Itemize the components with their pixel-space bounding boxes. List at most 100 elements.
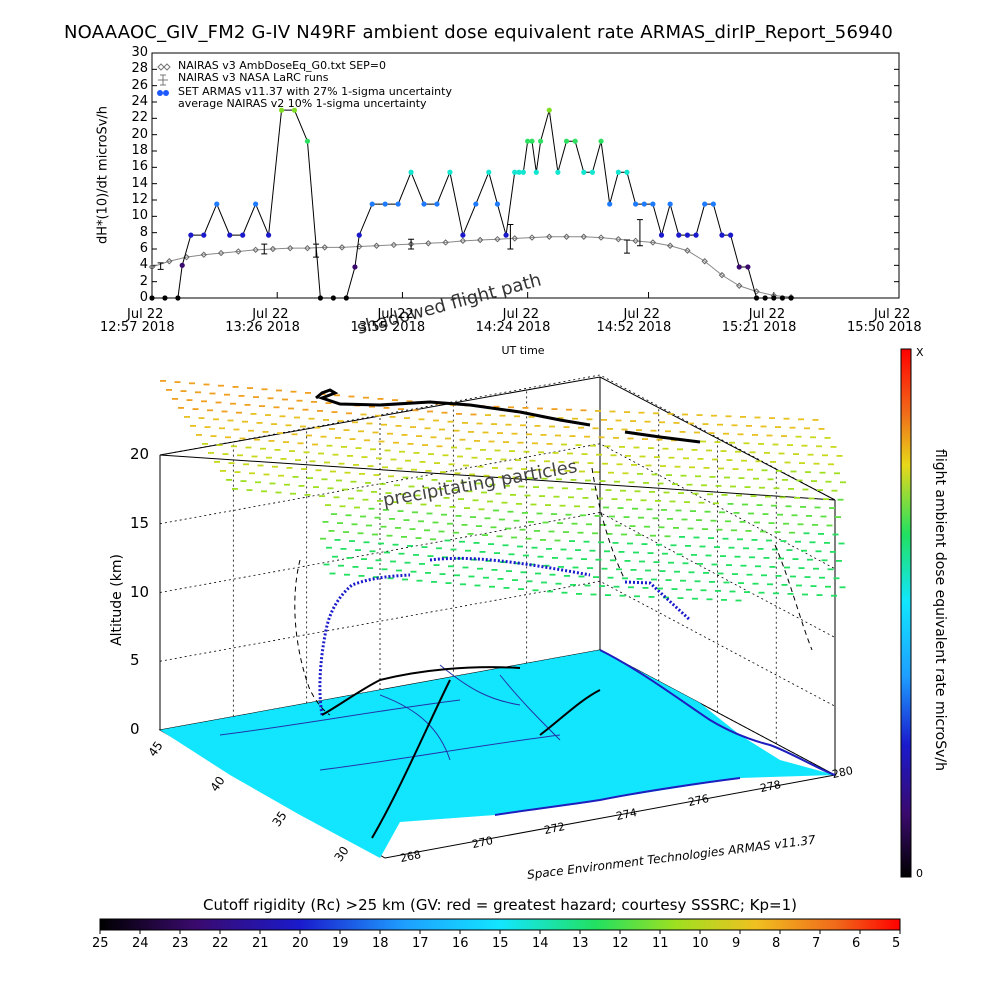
precip-dot-5 [232, 386, 239, 388]
precip-dot-251 [494, 449, 501, 452]
precip-dot-220 [706, 449, 712, 452]
precip-dot-432 [547, 486, 554, 489]
precip-dot-769 [442, 556, 448, 559]
precip-dot-321 [216, 444, 223, 446]
precip-dot-500 [284, 483, 290, 486]
precip-dot-531 [733, 512, 740, 514]
precip-dot-169 [627, 437, 634, 440]
precip-dot-640 [664, 535, 671, 538]
precip-dot-343 [535, 468, 542, 471]
precip-dot-95 [215, 401, 222, 404]
precip-dot-207 [517, 441, 524, 444]
precip-dot-536 [806, 515, 812, 517]
larc-errbar-6 [636, 219, 643, 247]
precip-dot-615 [818, 533, 824, 535]
precip-dot-537 [820, 515, 827, 518]
precip-dot-239 [320, 435, 327, 438]
precip-dot-524 [632, 507, 638, 510]
precip-dot-683 [757, 548, 764, 550]
precip-dot-152 [381, 423, 387, 426]
precip-dot-644 [722, 537, 729, 540]
precip-dot-455 [249, 472, 255, 475]
precip-dot-485 [684, 501, 690, 503]
precip-dot-861 [729, 590, 736, 593]
precip-dot-197 [372, 431, 379, 434]
precip-dot-101 [302, 408, 309, 411]
precip-dot-571 [696, 519, 702, 521]
armas-point-54 [684, 232, 691, 238]
precip-dot-664 [482, 534, 488, 536]
precip-dot-364 [840, 481, 846, 484]
precip-dot-68 [485, 414, 491, 416]
precip-dot-862 [744, 591, 750, 593]
precip-dot-610 [745, 530, 752, 532]
precip-dot-376 [367, 465, 374, 467]
precip-dot-284 [326, 444, 333, 447]
precip-dot-168 [613, 437, 619, 439]
precip-dot-876 [431, 581, 437, 583]
larc-errbar-1 [261, 243, 268, 255]
precip-dot-525 [646, 508, 653, 511]
precip-dot-454 [234, 471, 241, 473]
rc-colorbar-title: Cutoff rigidity (Rc) >25 km (GV: red = g… [203, 896, 797, 914]
precip-dot-877 [445, 582, 452, 584]
precip-dot-627 [476, 525, 482, 527]
precip-dot-219 [691, 449, 698, 451]
rc-tick-label-14: 11 [652, 936, 669, 951]
precip-dot-833 [323, 563, 330, 566]
precip-dot-821 [680, 579, 686, 582]
precip-dot-585 [383, 509, 389, 511]
precip-dot-296 [500, 458, 507, 461]
precip-dot-414 [286, 467, 293, 469]
precip-dot-442 [692, 492, 699, 495]
precip-dot-807 [477, 567, 483, 570]
armas-point-63 [762, 295, 768, 301]
precip-dot-275 [196, 434, 202, 436]
precip-dot-609 [731, 529, 737, 532]
precip-dot-76 [601, 419, 607, 421]
precip-dot-611 [760, 530, 766, 533]
rc-colorbar-ticks [99, 930, 901, 934]
precip-dot-429 [504, 485, 510, 487]
precip-dot-352 [666, 474, 672, 476]
precip-dot-825 [738, 582, 744, 584]
precip-dot-514 [487, 500, 493, 503]
y-tick-label-10: 20 [131, 126, 148, 142]
precip-dot-553 [435, 504, 441, 507]
precip-dot-247 [436, 445, 443, 448]
precip-dot-274 [828, 463, 834, 466]
precip-dot-453 [220, 470, 226, 472]
precip-dot-587 [412, 511, 418, 514]
precip-dot-8 [276, 389, 282, 392]
precip-dot-673 [612, 542, 619, 544]
precip-dot-384 [483, 474, 490, 477]
precip-dot-99 [273, 406, 280, 409]
precip-dot-416 [315, 469, 322, 472]
precip-dot-47 [180, 390, 187, 392]
precip-dot-511 [443, 497, 450, 499]
precip-dot-438 [634, 490, 641, 493]
precip-dot-103 [331, 411, 338, 413]
armas-point-27 [473, 201, 479, 207]
precip-dot-87 [760, 425, 767, 428]
precip-dot-86 [746, 425, 752, 427]
precip-dot-867 [816, 594, 823, 596]
precip-dot-463 [365, 482, 371, 484]
precip-dot-756 [769, 566, 776, 568]
precip-dot-757 [784, 566, 790, 569]
precip-dot-735 [465, 549, 471, 552]
precip-dot-699 [473, 542, 480, 544]
precip-dot-753 [726, 564, 732, 566]
precip-dot-145 [279, 415, 286, 418]
precip-dot-598 [571, 522, 578, 525]
precip-dot-96 [230, 402, 236, 405]
precip-dot-217 [662, 447, 669, 450]
precip-dot-710 [633, 551, 639, 554]
precip-dot-827 [767, 583, 773, 586]
precip-dot-670 [569, 540, 575, 542]
x-tick-label-bottom-6: 15:50 2018 [847, 320, 922, 335]
larc-errbar-0 [157, 262, 164, 270]
armas-point-40 [563, 138, 570, 144]
precip-dot-480 [611, 498, 618, 500]
precip-dot-150 [352, 421, 358, 424]
